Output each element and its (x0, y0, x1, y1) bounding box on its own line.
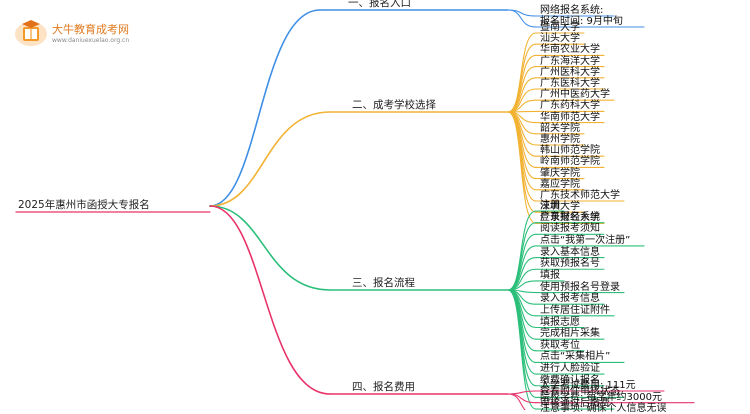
leaf-item: 广州中医药大学 (540, 89, 610, 101)
leaf-item: 广东技术师范大学 (540, 190, 620, 201)
leaf-item: 注意事项: 确保个人信息无误 (540, 403, 667, 414)
leaf-item: 查看附件审核状态 (540, 386, 620, 398)
leaf-item: 使用预报名号登录 (540, 281, 620, 293)
leaf-item: 韩山师范学院 (540, 145, 600, 157)
branch-label-3: 三、报名流程 (352, 277, 415, 289)
leaf-item: 进行人脸验证 (540, 363, 600, 375)
leaf-item: 上传居住证附件 (540, 304, 610, 316)
leaf-item: 填报志愿 (540, 316, 580, 328)
leaf-item: 肇庆学院 (540, 167, 580, 179)
leaf-item: 汕头大学 (540, 33, 580, 45)
leaf-item: 审核通过后缴费 (540, 398, 610, 410)
leaf-item: 点击“采集相片” (540, 351, 611, 363)
leaf-item: 完成相片采集 (540, 328, 600, 340)
branch-1-connectors (209, 9, 645, 207)
leaf-item: 华南农业大学 (540, 44, 600, 56)
logo-title: 大牛教育成考网 (52, 23, 129, 36)
branch-label-4: 四、报名费用 (352, 381, 415, 393)
leaf-item: 录入报考信息 (540, 293, 600, 305)
leaf-item: 广东财经大学 (540, 212, 600, 224)
leaf-item: 登录报名系统 (540, 211, 600, 223)
branch-label-2: 二、成考学校选择 (352, 99, 436, 111)
leaf-item: 获取预报名号 (540, 258, 600, 270)
leaf-item: 广东医科大学 (540, 78, 600, 89)
graduation-book-icon (15, 20, 47, 46)
leaf-item: 惠州学院 (540, 134, 580, 145)
leaf-item: 嘉应学院 (540, 178, 580, 190)
leaf-item: 入学考试费用: 111元 (540, 380, 636, 391)
site-logo[interactable]: 大牛教育成考网 www.daniuexuelao.org.cn (14, 18, 134, 50)
branch-4-connectors (209, 205, 695, 410)
leaf-item: 点击“我第一次注册” (540, 234, 631, 246)
leaf-item: 岭南师范学院 (540, 156, 600, 168)
leaf-item: 报名时间: 9月中旬 (540, 16, 623, 27)
leaf-item: 深圳大学 (540, 201, 580, 213)
leaf-item: 广东药科大学 (540, 100, 600, 112)
leaf-item: 录入基本信息 (540, 246, 600, 258)
leaf-item: 华南师范大学 (540, 111, 600, 123)
leaf-item: 暨南大学 (540, 22, 580, 33)
leaf-item: 缴费确认报名 (540, 374, 600, 386)
branch-label-1: 一、报名入口 (348, 0, 411, 9)
leaf-item: 网络报名系统: (540, 5, 604, 16)
leaf-item: 填报 (540, 269, 560, 281)
leaf-item: 获取考位 (540, 339, 580, 351)
logo-url: www.daniuexuelao.org.cn (52, 37, 130, 44)
leaf-item: 院校学费: 每学年约3000元 (540, 391, 662, 403)
leaf-item: 韶关学院 (540, 122, 580, 134)
leaf-item: 注册 (540, 200, 560, 211)
leaf-item: 阅读报考须知 (540, 223, 600, 235)
root-topic: 2025年惠州市函授大专报名 (18, 199, 150, 211)
leaf-item: 广东海洋大学 (540, 55, 600, 67)
branch-2-connectors (209, 32, 625, 224)
leaf-item: 广州医科大学 (540, 66, 600, 78)
branch-3-connectors (209, 205, 645, 410)
